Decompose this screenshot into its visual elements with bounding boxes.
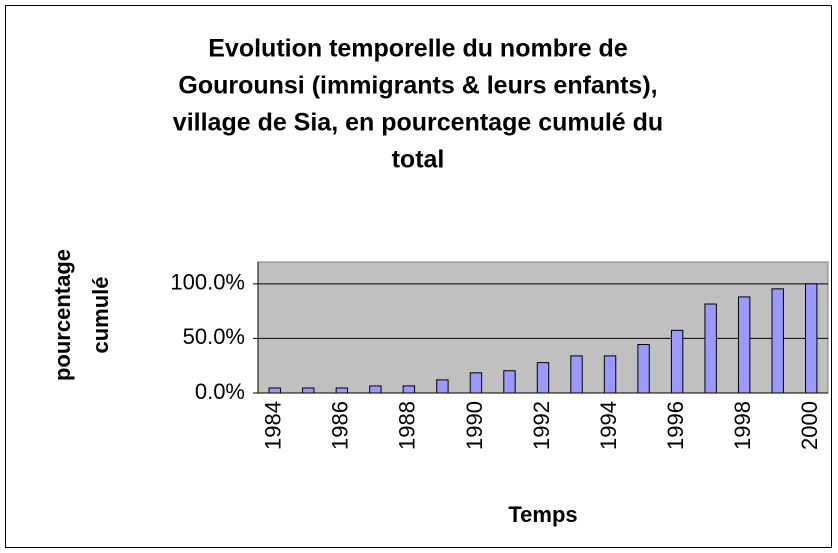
bar (704, 303, 717, 394)
bar (503, 370, 516, 394)
bar (335, 387, 349, 394)
x-tick-label: 1986 (328, 401, 353, 450)
x-tick-label: 2000 (797, 401, 822, 450)
y-axis-label: cumulé (88, 276, 113, 353)
y-tick-label: 50.0% (183, 324, 245, 349)
x-tick-label: 1990 (462, 401, 487, 450)
chart-title: Evolution temporelle du nombre de (208, 35, 628, 63)
bar (469, 372, 483, 394)
y-tick-label: 0.0% (195, 379, 245, 404)
x-axis-label: Temps (508, 502, 577, 527)
bar (670, 329, 684, 394)
bar (737, 296, 751, 394)
y-tick-label: 100.0% (170, 270, 245, 295)
chart-title: village de Sia, en pourcentage cumulé du (173, 109, 663, 137)
bar (805, 283, 818, 394)
chart-title: total (392, 146, 445, 174)
bar (302, 387, 315, 394)
x-tick-label: 1988 (395, 401, 420, 450)
chart-title: Gourounsi (immigrants & leurs enfants), (178, 72, 657, 100)
bar (268, 387, 281, 394)
bar (536, 362, 550, 394)
x-tick-label: 1984 (261, 401, 286, 450)
x-tick-label: 1998 (730, 401, 755, 450)
bar (402, 385, 416, 394)
x-tick-label: 1992 (529, 401, 554, 450)
x-tick-label: 1996 (663, 401, 688, 450)
bar (570, 355, 583, 394)
y-axis-label: pourcentage (50, 249, 75, 381)
bar (369, 385, 382, 394)
bar (436, 379, 449, 394)
bar (603, 355, 617, 394)
x-tick-label: 1994 (596, 401, 621, 450)
bar (771, 288, 784, 394)
bar (637, 344, 650, 394)
